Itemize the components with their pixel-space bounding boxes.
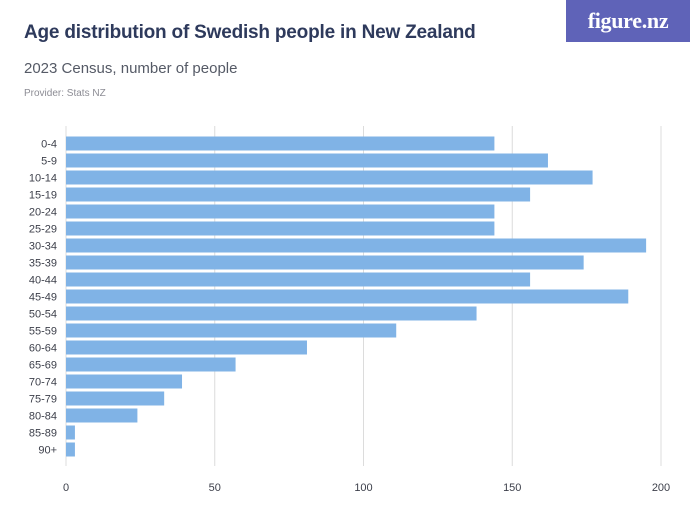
y-tick-label: 55-59	[29, 326, 57, 338]
bar	[66, 204, 495, 219]
bar	[66, 340, 307, 355]
bar	[66, 323, 397, 338]
bar	[66, 374, 183, 389]
bar	[66, 442, 75, 457]
bar	[66, 255, 584, 270]
bar	[66, 170, 593, 185]
bar	[66, 357, 236, 372]
y-tick-label: 85-89	[29, 428, 57, 440]
figure-nz-logo[interactable]: figure.nz	[566, 0, 690, 42]
bar	[66, 391, 165, 406]
y-tick-label: 60-64	[29, 343, 57, 355]
bar	[66, 221, 495, 236]
y-tick-label: 90+	[38, 445, 57, 457]
bar	[66, 306, 477, 321]
y-tick-label: 75-79	[29, 394, 57, 406]
y-tick-label: 15-19	[29, 190, 57, 202]
y-tick-label: 40-44	[29, 275, 57, 287]
y-tick-label: 25-29	[29, 224, 57, 236]
x-tick-label: 150	[503, 482, 521, 494]
x-tick-label: 50	[209, 482, 221, 494]
bar	[66, 289, 629, 304]
y-tick-label: 45-49	[29, 292, 57, 304]
y-tick-label: 65-69	[29, 360, 57, 372]
bar	[66, 153, 548, 168]
y-tick-label: 70-74	[29, 377, 57, 389]
y-tick-label: 20-24	[29, 207, 57, 219]
y-tick-label: 30-34	[29, 241, 57, 253]
y-tick-label: 0-4	[41, 139, 57, 151]
x-tick-label: 200	[652, 482, 670, 494]
bar	[66, 136, 495, 151]
y-tick-label: 50-54	[29, 309, 57, 321]
chart-subtitle: 2023 Census, number of people	[24, 60, 238, 77]
chart-title: Age distribution of Swedish people in Ne…	[24, 22, 476, 43]
x-tick-label: 100	[354, 482, 372, 494]
x-tick-label: 0	[63, 482, 69, 494]
bar	[66, 272, 531, 287]
y-tick-label: 5-9	[41, 156, 57, 168]
y-tick-label: 80-84	[29, 411, 57, 423]
bar	[66, 238, 647, 253]
y-tick-label: 10-14	[29, 173, 57, 185]
bar	[66, 425, 75, 440]
y-tick-label: 35-39	[29, 258, 57, 270]
bar	[66, 408, 138, 423]
bar	[66, 187, 531, 202]
provider-label: Provider: Stats NZ	[24, 88, 106, 99]
